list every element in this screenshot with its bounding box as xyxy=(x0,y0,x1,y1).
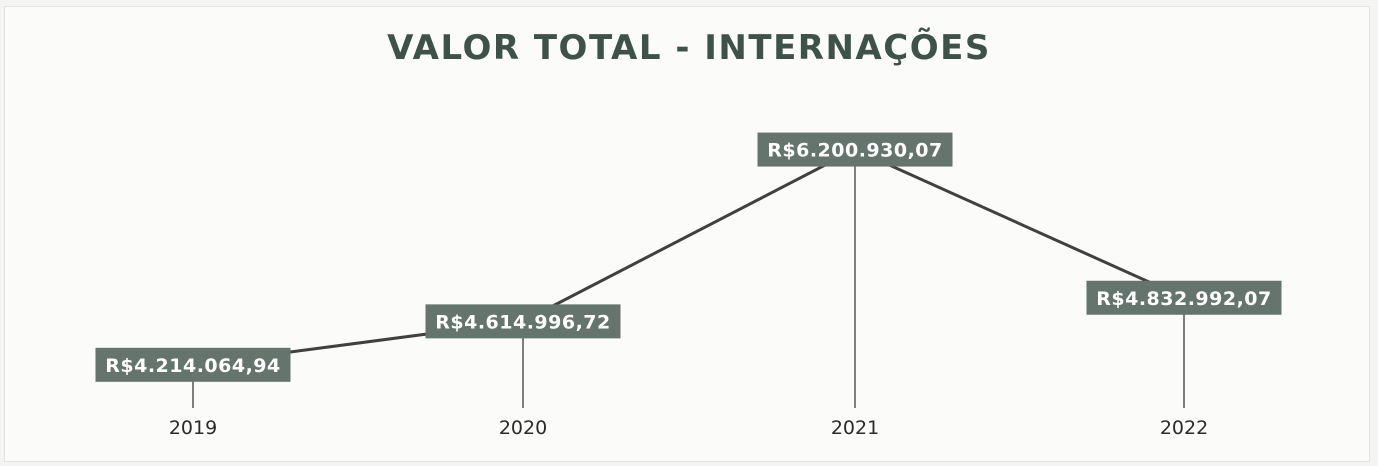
data-label-box-2020 xyxy=(425,304,621,339)
data-label-box-2022 xyxy=(1086,280,1282,315)
chart-frame xyxy=(4,6,1370,462)
data-labels: R$4.214.064,94 R$4.614.996,72 R$6.200.930,… xyxy=(95,132,1282,382)
data-label-box-2019 xyxy=(95,347,291,382)
leader-lines xyxy=(192,149,1185,408)
x-tick-label-2021: 2021 xyxy=(831,417,879,439)
data-label-2022: R$4.832.992,07 xyxy=(1096,288,1272,310)
x-tick-label-2022: 2022 xyxy=(1160,417,1208,439)
data-label-2020: R$4.614.996,72 xyxy=(435,311,611,333)
chart-title: VALOR TOTAL - INTERNAÇÕES xyxy=(387,28,991,68)
series-line-group xyxy=(191,147,1186,367)
x-tick-label-2019: 2019 xyxy=(169,417,217,439)
data-label-2021: R$6.200.930,07 xyxy=(767,140,943,162)
x-tick-label-2020: 2020 xyxy=(499,417,547,439)
data-label-2019: R$4.214.064,94 xyxy=(105,355,281,377)
data-label-box-2021 xyxy=(757,132,953,167)
series-line xyxy=(192,148,1185,367)
x-axis-ticks: 2019 2020 2021 2022 xyxy=(169,417,1208,439)
